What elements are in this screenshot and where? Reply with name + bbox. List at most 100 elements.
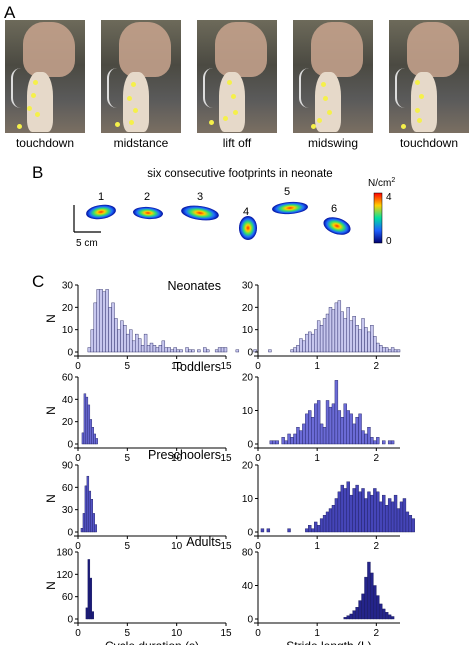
y-tick-label: 60 [62, 483, 74, 494]
footprint-number-1: 1 [98, 191, 104, 203]
histogram-bar [411, 518, 415, 533]
adult-hands [119, 22, 171, 77]
histogram-bar [191, 349, 195, 353]
histogram-bar [387, 349, 392, 353]
histogram-bar [89, 419, 93, 445]
x-tick-label: 2 [374, 541, 380, 552]
y-tick-label: 0 [247, 615, 253, 626]
colorbar-min-label: 0 [386, 236, 392, 247]
histogram-bar [158, 345, 163, 353]
joint-marker [415, 80, 420, 85]
histogram-bar [346, 410, 350, 445]
histogram-bar [349, 320, 353, 353]
histogram-bar [260, 528, 265, 533]
histogram-bar [376, 491, 380, 533]
x-tick-label: 1 [314, 541, 320, 552]
footprint-4 [239, 216, 257, 240]
joint-marker [417, 118, 422, 123]
histogram-bar [355, 325, 359, 353]
histogram-bar [311, 333, 315, 353]
x-tick-label: 0 [255, 453, 261, 464]
x-tick-label: 10 [171, 541, 183, 552]
histogram-bar [316, 400, 321, 445]
histogram-bar [293, 347, 297, 353]
histogram-bar [311, 416, 315, 445]
histogram-bar [305, 528, 309, 533]
histogram-bar [91, 611, 94, 620]
histogram-bar [349, 494, 353, 533]
histogram-bar [358, 329, 362, 353]
histogram-bar [85, 396, 89, 445]
phase-label-5: touchdown [399, 136, 459, 150]
histogram-bar [203, 347, 207, 353]
histogram-bar [290, 349, 294, 353]
histogram-bar [361, 593, 365, 620]
histogram-bar [235, 349, 240, 353]
histogram-bar [364, 498, 368, 533]
histogram-bar [85, 607, 89, 620]
histogram-bar [376, 437, 380, 445]
histogram-bar [220, 347, 225, 353]
histogram-bar [373, 585, 377, 620]
histogram-bar [311, 528, 315, 533]
histogram-bar [120, 320, 124, 353]
joint-marker [115, 122, 120, 127]
y-tick-label: 20 [62, 417, 74, 428]
footprint-6 [323, 217, 351, 235]
marker-cables [11, 68, 31, 108]
histogram-bar [346, 615, 350, 620]
x-axis-label: Stride length (L) [286, 639, 371, 645]
histogram-bar [399, 501, 404, 533]
histogram-bar [269, 440, 273, 445]
histogram-bar [80, 528, 84, 533]
histogram-bar [390, 347, 395, 353]
histogram-bar [266, 528, 271, 533]
joint-marker [233, 110, 238, 115]
histogram-bar [379, 345, 383, 353]
histogram-bar [334, 380, 339, 445]
histogram-bar [367, 427, 371, 445]
histogram-bar [376, 595, 380, 620]
histogram-bar [89, 577, 93, 620]
histogram-bar [346, 307, 350, 353]
histogram-2: 0 10 20 30 0 1 2 [242, 281, 401, 372]
histogram-bar [308, 410, 312, 445]
histogram-bar [373, 336, 377, 353]
histogram-bar [337, 410, 342, 445]
phase-label-3: lift off [222, 136, 252, 150]
phase-label-1: touchdown [15, 136, 75, 150]
footprint-3 [181, 205, 219, 221]
histogram-bar [308, 331, 312, 353]
histogram-bar [387, 498, 392, 533]
x-tick-label: 10 [171, 361, 183, 372]
histogram-bar [387, 614, 392, 620]
infant-body [219, 72, 245, 132]
y-tick-label: 10 [242, 406, 254, 417]
histogram-bar [152, 345, 157, 353]
histogram-bar [358, 491, 362, 533]
x-tick-label: 0 [255, 628, 261, 639]
histogram-bar [364, 576, 368, 620]
histogram-bar [287, 433, 291, 445]
footprint-number-4: 4 [243, 206, 249, 218]
histogram-bar [390, 501, 395, 533]
infant-body [315, 72, 341, 132]
x-axis-label: Cycle duration (s) [105, 639, 199, 645]
histogram-bar [94, 524, 97, 533]
histogram-bar [328, 307, 333, 353]
panel-label-a: A [4, 3, 16, 22]
histogram-bar [325, 511, 330, 533]
y-tick-label: 30 [62, 281, 74, 292]
histogram-bar [352, 488, 356, 533]
histogram-bar [281, 437, 285, 445]
histogram-bar [299, 430, 303, 445]
footprint-number-2: 2 [144, 191, 150, 203]
y-axis-label: N [44, 494, 58, 503]
histogram-bar [290, 437, 294, 445]
x-tick-label: 5 [125, 361, 131, 372]
histogram-bar [117, 329, 121, 353]
y-tick-label: 0 [247, 440, 253, 451]
x-tick-label: 0 [255, 541, 261, 552]
footprint-number-3: 3 [197, 191, 203, 203]
